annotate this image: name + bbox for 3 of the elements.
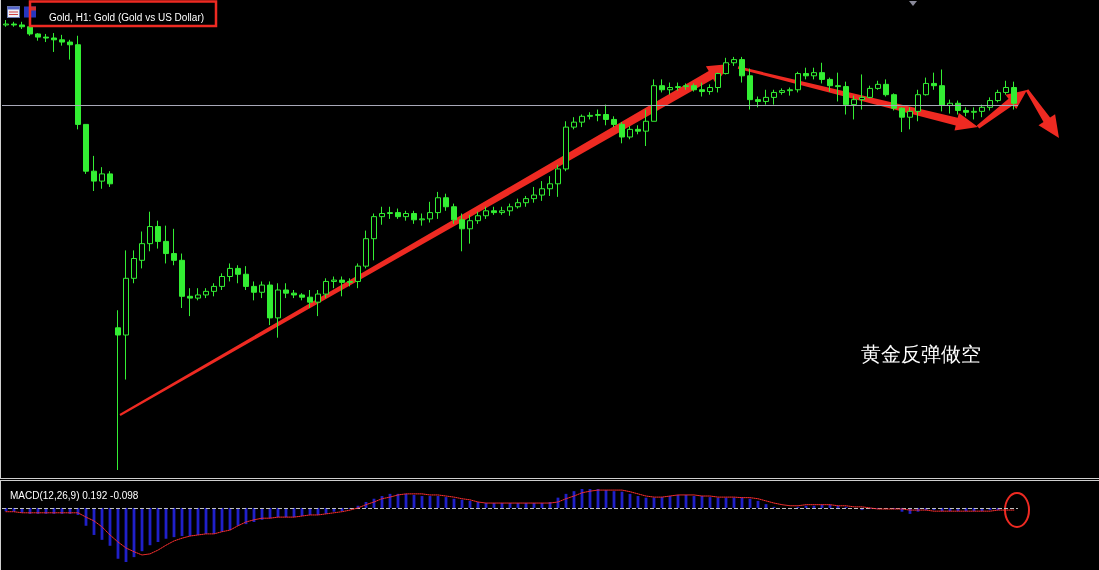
chart-title: MACD(12,26,9) 0.192 -0.098 bbox=[10, 489, 139, 501]
chart-title: Gold, H1: Gold (Gold vs US Dollar) bbox=[49, 11, 205, 23]
annotation: 黄金反弹做空 bbox=[861, 342, 981, 366]
